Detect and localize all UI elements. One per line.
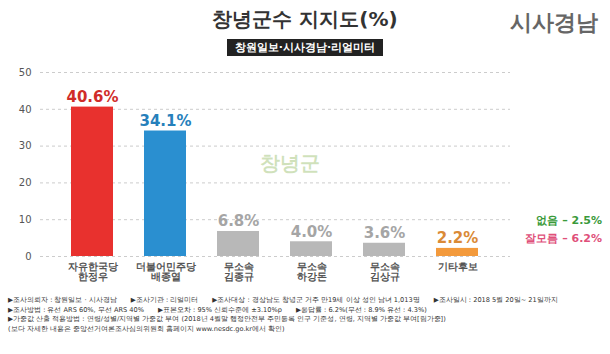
svg-text:2.2%: 2.2% bbox=[437, 229, 479, 247]
svg-text:무소속하강돈: 무소속하강돈 bbox=[297, 261, 327, 282]
svg-text:무소속김종규: 무소속김종규 bbox=[224, 261, 254, 282]
svg-text:34.1%: 34.1% bbox=[139, 112, 191, 130]
svg-text:40.6%: 40.6% bbox=[66, 88, 118, 106]
html-text:시사경남: 시사경남 bbox=[510, 10, 598, 35]
html-text:없음 – 2.5%: 없음 – 2.5% bbox=[536, 214, 602, 227]
svg-text:0: 0 bbox=[25, 251, 31, 262]
svg-text:무소속김상규: 무소속김상규 bbox=[370, 261, 400, 282]
html-text:잘모름 – 6.2%: 잘모름 – 6.2% bbox=[525, 232, 602, 245]
html-text:▶가중값 산출 적용방법 : 연령/성별/지역별 가중값 부: ▶가중값 산출 적용방법 : 연령/성별/지역별 가중값 부여 (2018년 4… bbox=[8, 315, 446, 323]
svg-text:자유한국당한정우: 자유한국당한정우 bbox=[68, 261, 118, 282]
html-text:▶조사의뢰자 : 창원일보 · 시사경남: ▶조사의뢰자 : 창원일보 · 시사경남 bbox=[8, 296, 117, 304]
html-text:▶조사대상 : 경상남도 창녕군 거주 만19세 이상 성인: ▶조사대상 : 경상남도 창녕군 거주 만19세 이상 성인 남녀 1,013명 bbox=[212, 296, 420, 304]
html-text:창원일보·시사경남·리얼미터: 창원일보·시사경남·리얼미터 bbox=[234, 41, 376, 54]
html-text:(보다 자세한 내용은 중앙선거여론조사심의위원회 홈페이지: (보다 자세한 내용은 중앙선거여론조사심의위원회 홈페이지 www.nesdc… bbox=[8, 324, 285, 333]
svg-text:20: 20 bbox=[19, 177, 32, 188]
svg-text:3.6%: 3.6% bbox=[364, 224, 406, 242]
html-text:▶조사일시 : 2018 5월 20일~ 21일까지: ▶조사일시 : 2018 5월 20일~ 21일까지 bbox=[433, 296, 558, 304]
html-text:창녕군수 지지도(%): 창녕군수 지지도(%) bbox=[212, 7, 398, 31]
svg-text:4.0%: 4.0% bbox=[291, 223, 333, 241]
svg-text:40: 40 bbox=[19, 104, 32, 115]
svg-text:50: 50 bbox=[19, 67, 32, 78]
html-text:창녕군: 창녕군 bbox=[260, 151, 320, 175]
html-text:▶응답률 : 6.2%(무선 : 8.9% 유선 : 4.3: ▶응답률 : 6.2%(무선 : 8.9% 유선 : 4.3%) bbox=[295, 305, 427, 314]
html-text:▶표본오차 : 95% 신뢰수준에 ±3.10%p: ▶표본오차 : 95% 신뢰수준에 ±3.10%p bbox=[157, 305, 282, 314]
svg-text:6.8%: 6.8% bbox=[218, 212, 260, 230]
html-text:▶조사방법 : 유선 ARS 60%, 무선 ARS 40%: ▶조사방법 : 유선 ARS 60%, 무선 ARS 40% bbox=[8, 305, 144, 314]
svg-text:기타후보: 기타후보 bbox=[438, 261, 478, 272]
svg-text:10: 10 bbox=[19, 214, 32, 225]
svg-text:30: 30 bbox=[19, 140, 32, 151]
svg-text:더불어민주당배종열: 더불어민주당배종열 bbox=[136, 261, 196, 282]
html-text:▶조사기관 : 리얼미터: ▶조사기관 : 리얼미터 bbox=[130, 296, 199, 304]
